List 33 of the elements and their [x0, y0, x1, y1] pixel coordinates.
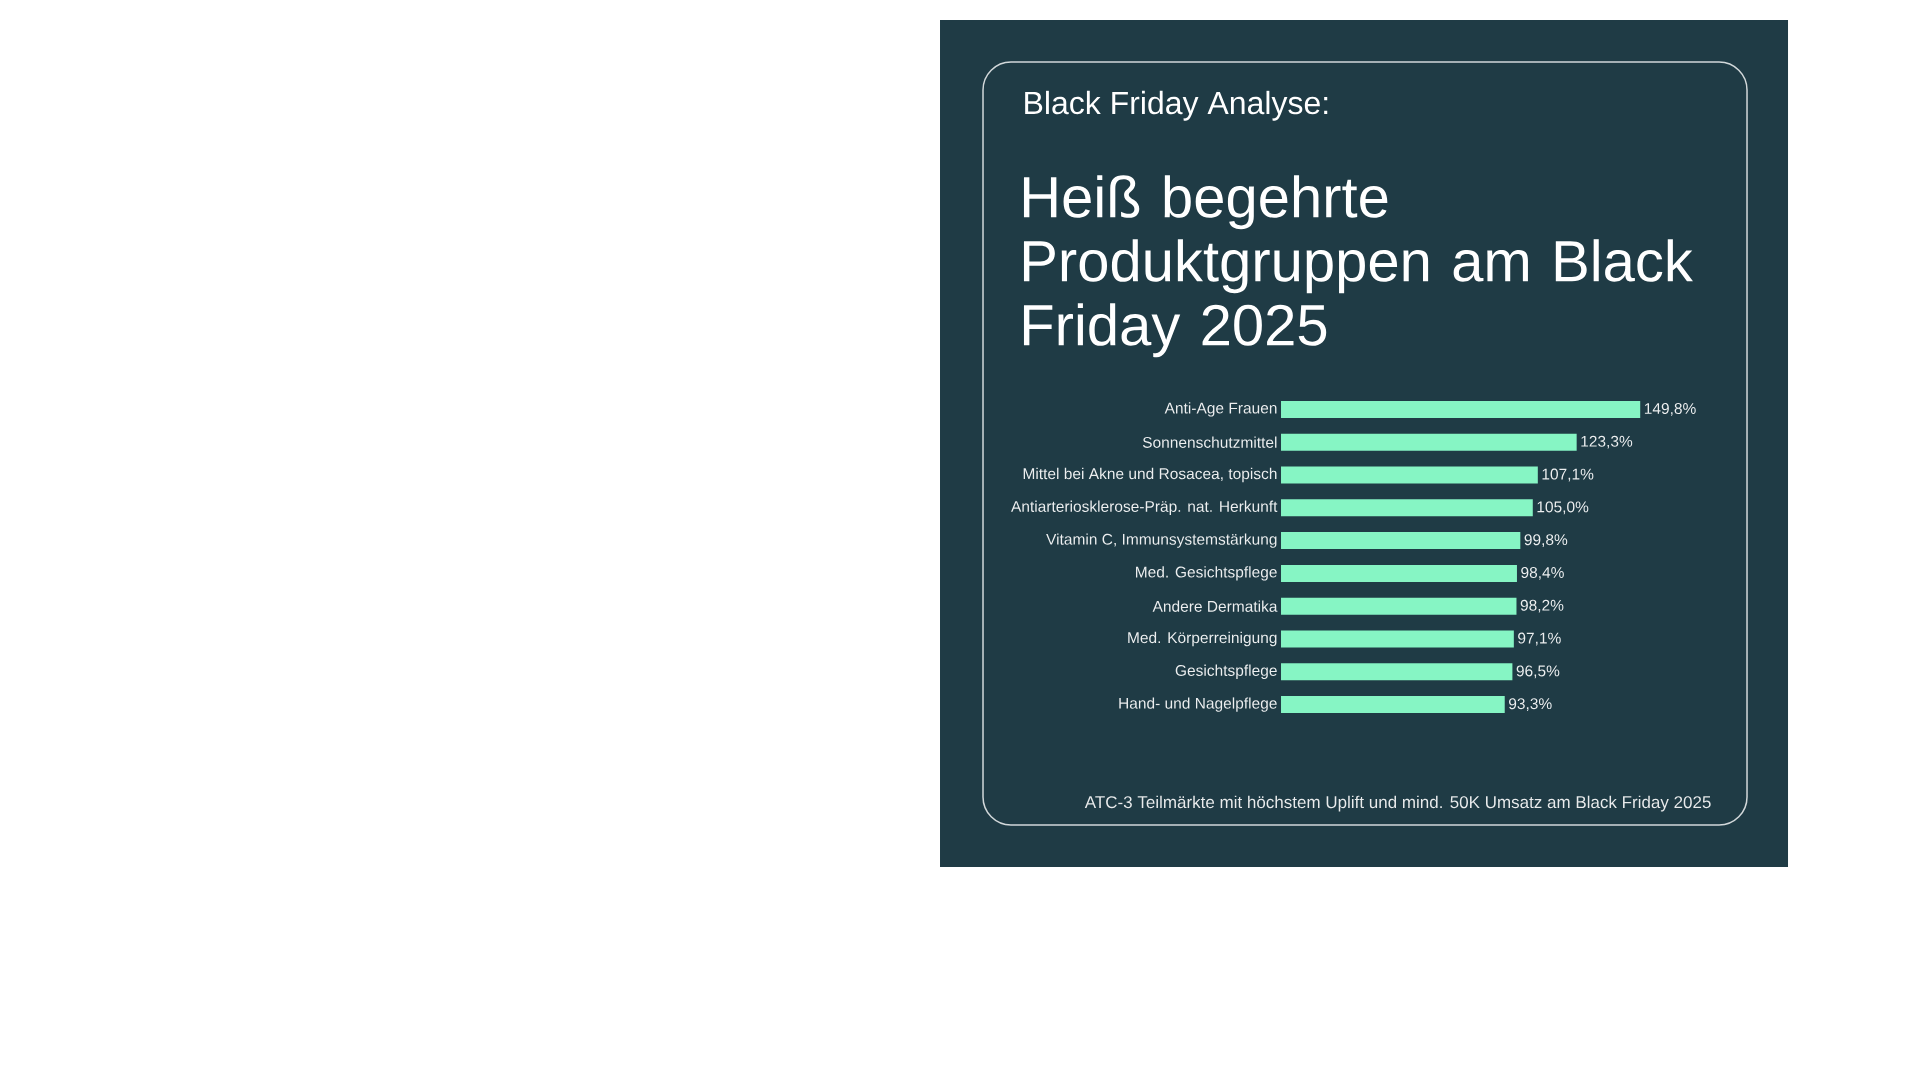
data-label: 105,0%	[1537, 501, 1589, 515]
data-label: 98,4%	[1521, 567, 1564, 580]
bar	[1281, 630, 1514, 648]
bar	[1281, 663, 1513, 681]
data-label: 149,8%	[1644, 403, 1696, 416]
y-tick-label: Andere Dermatika	[1152, 600, 1278, 612]
bar	[1281, 532, 1521, 550]
data-label: 99,8%	[1524, 534, 1568, 547]
bar	[1281, 499, 1533, 517]
bar	[1281, 433, 1577, 451]
y-tick-label: Anti-Age Frauen	[1164, 402, 1277, 417]
y-tick-label: Med. Gesichtspflege	[1136, 566, 1277, 581]
y-tick-label: Vitamin C, Immunsystemstärkung	[1046, 533, 1277, 548]
y-tick-label: Hand- und Nagelpflege	[1119, 697, 1277, 712]
y-tick-label: Gesichtspflege	[1175, 664, 1277, 680]
bar	[1281, 597, 1517, 615]
bar	[1281, 696, 1505, 714]
chart-subtitle: Black Friday Analyse:	[1025, 90, 1328, 121]
bar	[1281, 564, 1517, 582]
data-label: 96,5%	[1516, 665, 1560, 679]
data-label: 98,2%	[1520, 599, 1564, 613]
y-tick-label: Med. Körperreinigung	[1128, 631, 1277, 647]
y-tick-label: Mittel bei Akne und Rosacea, topisch	[1023, 467, 1277, 483]
data-label: 123,3%	[1581, 435, 1633, 449]
y-tick-label: Antiarteriosklerose-Präp. nat. Herkunft	[1011, 500, 1278, 516]
data-label: 107,1%	[1542, 468, 1594, 482]
y-tick-label: Sonnenschutzmittel	[1142, 436, 1277, 448]
bar	[1281, 466, 1538, 484]
data-label: 93,3%	[1508, 698, 1552, 711]
chart-title: Heiß begehrte Produktgruppen am Black Friday 2025	[1023, 175, 1693, 358]
text: ATC-3 Teilmärkte mit höchstem Uplift und mind. 50K Umsatz am Black Friday 2025	[1084, 795, 1711, 812]
bar	[1281, 400, 1641, 418]
data-label: 97,1%	[1518, 632, 1561, 646]
